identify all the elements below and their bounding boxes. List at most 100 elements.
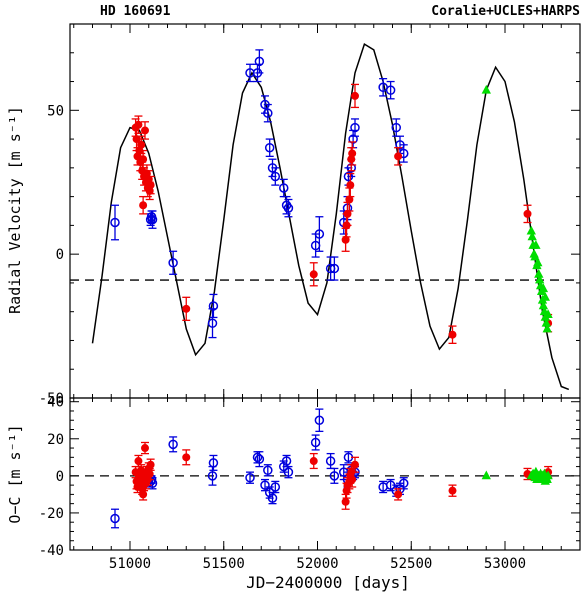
bottom-panel-y-axis-label: O−C [m s⁻¹] — [6, 424, 24, 523]
x-tick-label: 51000 — [109, 556, 151, 572]
data-point — [527, 231, 537, 241]
data-point — [139, 155, 148, 164]
data-point — [394, 152, 403, 161]
chart-title-right: Coralie+UCLES+HARPS — [431, 4, 580, 19]
data-point — [310, 437, 321, 448]
y-tick-label: 0 — [56, 247, 64, 263]
data-point — [533, 257, 543, 267]
bottom-panel: 51000 51500 52000 52500 53000 -40 -20 0 20 40 — [39, 395, 581, 572]
data-point — [267, 493, 278, 503]
top-series-coralie — [110, 49, 409, 339]
y-tick-label: 40 — [47, 395, 64, 411]
data-point — [145, 470, 154, 478]
data-point — [110, 217, 120, 228]
data-point — [448, 486, 457, 495]
top-series-ucles — [131, 83, 553, 344]
bottom-series-coralie — [110, 408, 409, 529]
data-point — [110, 513, 120, 524]
data-point — [283, 203, 294, 213]
orbital-fit-curve — [91, 42, 570, 391]
bottom-series-ucles — [131, 441, 553, 510]
data-point — [346, 181, 355, 190]
data-point — [325, 456, 336, 466]
x-axis-label: JD−2400000 [days] — [246, 573, 410, 592]
data-point — [134, 120, 143, 129]
data-point — [314, 415, 325, 425]
data-point — [538, 283, 549, 293]
data-point — [264, 142, 275, 153]
data-point — [314, 229, 325, 239]
x-tick-label: 52500 — [390, 556, 432, 572]
data-point — [348, 475, 357, 484]
data-point — [208, 458, 219, 468]
y-tick-label: 0 — [56, 469, 64, 485]
x-tick-label: 53000 — [484, 556, 526, 572]
data-point — [448, 330, 457, 339]
data-point — [543, 309, 553, 319]
data-point — [182, 453, 191, 462]
data-point — [147, 214, 158, 225]
data-point — [263, 465, 273, 476]
data-point — [207, 471, 218, 481]
data-point — [182, 304, 191, 313]
data-point — [245, 472, 255, 483]
data-point — [348, 134, 358, 144]
y-tick-label: -40 — [39, 543, 64, 559]
data-point — [542, 323, 552, 333]
data-point — [394, 490, 403, 499]
data-point — [141, 444, 149, 453]
data-point — [283, 467, 294, 477]
data-point — [523, 209, 532, 218]
data-point — [168, 439, 178, 450]
data-point — [481, 84, 491, 94]
data-point — [208, 301, 219, 311]
data-point — [341, 497, 350, 506]
data-point — [137, 140, 146, 149]
data-point — [279, 183, 289, 193]
data-point — [531, 240, 541, 249]
chart-title-left: HD 160691 — [100, 4, 171, 19]
data-point — [350, 122, 360, 133]
x-tick-label: 51500 — [203, 556, 245, 572]
data-point — [254, 56, 265, 67]
data-point — [399, 478, 409, 489]
data-point — [141, 126, 149, 135]
bottom-panel-frame — [69, 397, 581, 551]
data-point — [270, 171, 281, 182]
data-point — [146, 181, 155, 190]
data-point — [348, 149, 357, 158]
y-tick-label: 20 — [47, 432, 64, 448]
data-point — [139, 201, 148, 210]
y-tick-label: -50 — [39, 391, 64, 407]
data-point — [260, 480, 270, 490]
data-point — [309, 270, 318, 279]
data-point — [385, 85, 396, 95]
data-point — [270, 482, 281, 492]
data-point — [309, 457, 318, 466]
data-point — [540, 291, 550, 301]
data-point — [139, 490, 148, 499]
data-point — [543, 470, 553, 480]
bottom-series-harps — [481, 466, 553, 485]
data-point — [329, 263, 340, 274]
data-point — [254, 454, 265, 464]
data-point — [526, 225, 536, 235]
data-point — [281, 456, 292, 466]
data-point — [351, 91, 359, 100]
data-point — [329, 471, 340, 481]
x-tick-label: 52000 — [296, 556, 338, 572]
data-point — [207, 318, 218, 328]
data-point — [263, 108, 273, 118]
data-point — [351, 460, 359, 469]
data-point — [391, 122, 401, 133]
data-point — [530, 251, 540, 261]
top-panel: -50 0 50 — [39, 23, 581, 407]
data-point — [168, 258, 178, 268]
data-point — [481, 470, 491, 480]
top-panel-y-axis-label: Radial Velocity [m s⁻¹] — [6, 106, 24, 314]
data-point — [134, 457, 143, 466]
y-tick-label: -20 — [39, 506, 64, 522]
top-series-harps — [481, 84, 553, 333]
